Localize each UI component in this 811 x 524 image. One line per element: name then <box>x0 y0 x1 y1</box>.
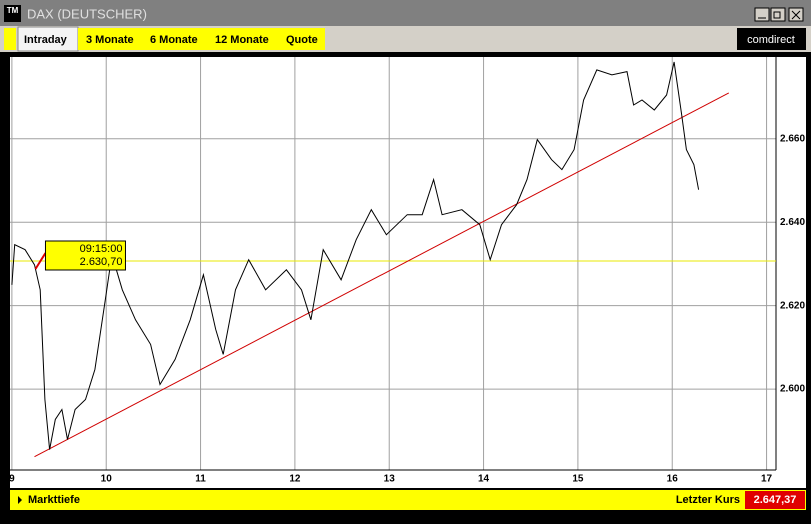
x-tick-label: 9 <box>9 474 15 485</box>
market-depth[interactable]: Markttiefe <box>28 494 80 506</box>
footer-bar <box>10 490 806 510</box>
cursor-time: 09:15:00 <box>80 243 123 255</box>
x-tick-label: 10 <box>101 474 113 485</box>
trend-line <box>34 92 730 458</box>
x-tick-label: 12 <box>289 474 301 485</box>
minimize-button[interactable] <box>754 7 770 22</box>
y-tick-label: 2.660 <box>780 133 805 144</box>
x-tick-label: 13 <box>384 474 396 485</box>
window-title: DAX (DEUTSCHER) <box>27 6 147 21</box>
cursor-box <box>44 240 126 271</box>
y-tick-label: 2.600 <box>780 384 805 395</box>
tab[interactable]: Intraday <box>24 34 68 46</box>
brand-box <box>737 28 806 50</box>
app-icon-text: TM <box>7 6 19 15</box>
title-bar <box>0 0 811 26</box>
x-tick-label: 15 <box>572 474 584 485</box>
window-button-glyphs <box>758 10 801 20</box>
brand: comdirect <box>747 34 795 46</box>
price-line <box>11 61 700 450</box>
last-price: 2.647,37 <box>754 494 797 506</box>
x-tick-label: 17 <box>761 474 773 485</box>
last-price-box <box>745 491 805 509</box>
x-tick-label: 16 <box>667 474 679 485</box>
cursor-value: 2.630,70 <box>80 256 123 268</box>
tab-selected <box>17 26 79 52</box>
expand-arrow[interactable] <box>18 496 22 504</box>
chart-area <box>10 57 806 488</box>
restore-button[interactable] <box>770 7 786 22</box>
x-tick-label: 14 <box>478 474 490 485</box>
tab-group <box>78 28 325 50</box>
last-price-label: Letzter Kurs <box>676 494 740 506</box>
y-tick-label: 2.620 <box>780 300 805 311</box>
tab[interactable]: 6 Monate <box>150 34 198 46</box>
x-tick-label: 11 <box>195 474 206 485</box>
tab-strip <box>4 28 16 50</box>
tab[interactable]: 12 Monate <box>215 34 269 46</box>
tab[interactable]: Quote <box>286 34 318 46</box>
app-icon <box>4 5 21 22</box>
cursor-pointer <box>34 252 47 270</box>
tab[interactable]: 3 Monate <box>86 34 134 46</box>
y-tick-label: 2.640 <box>780 217 805 228</box>
